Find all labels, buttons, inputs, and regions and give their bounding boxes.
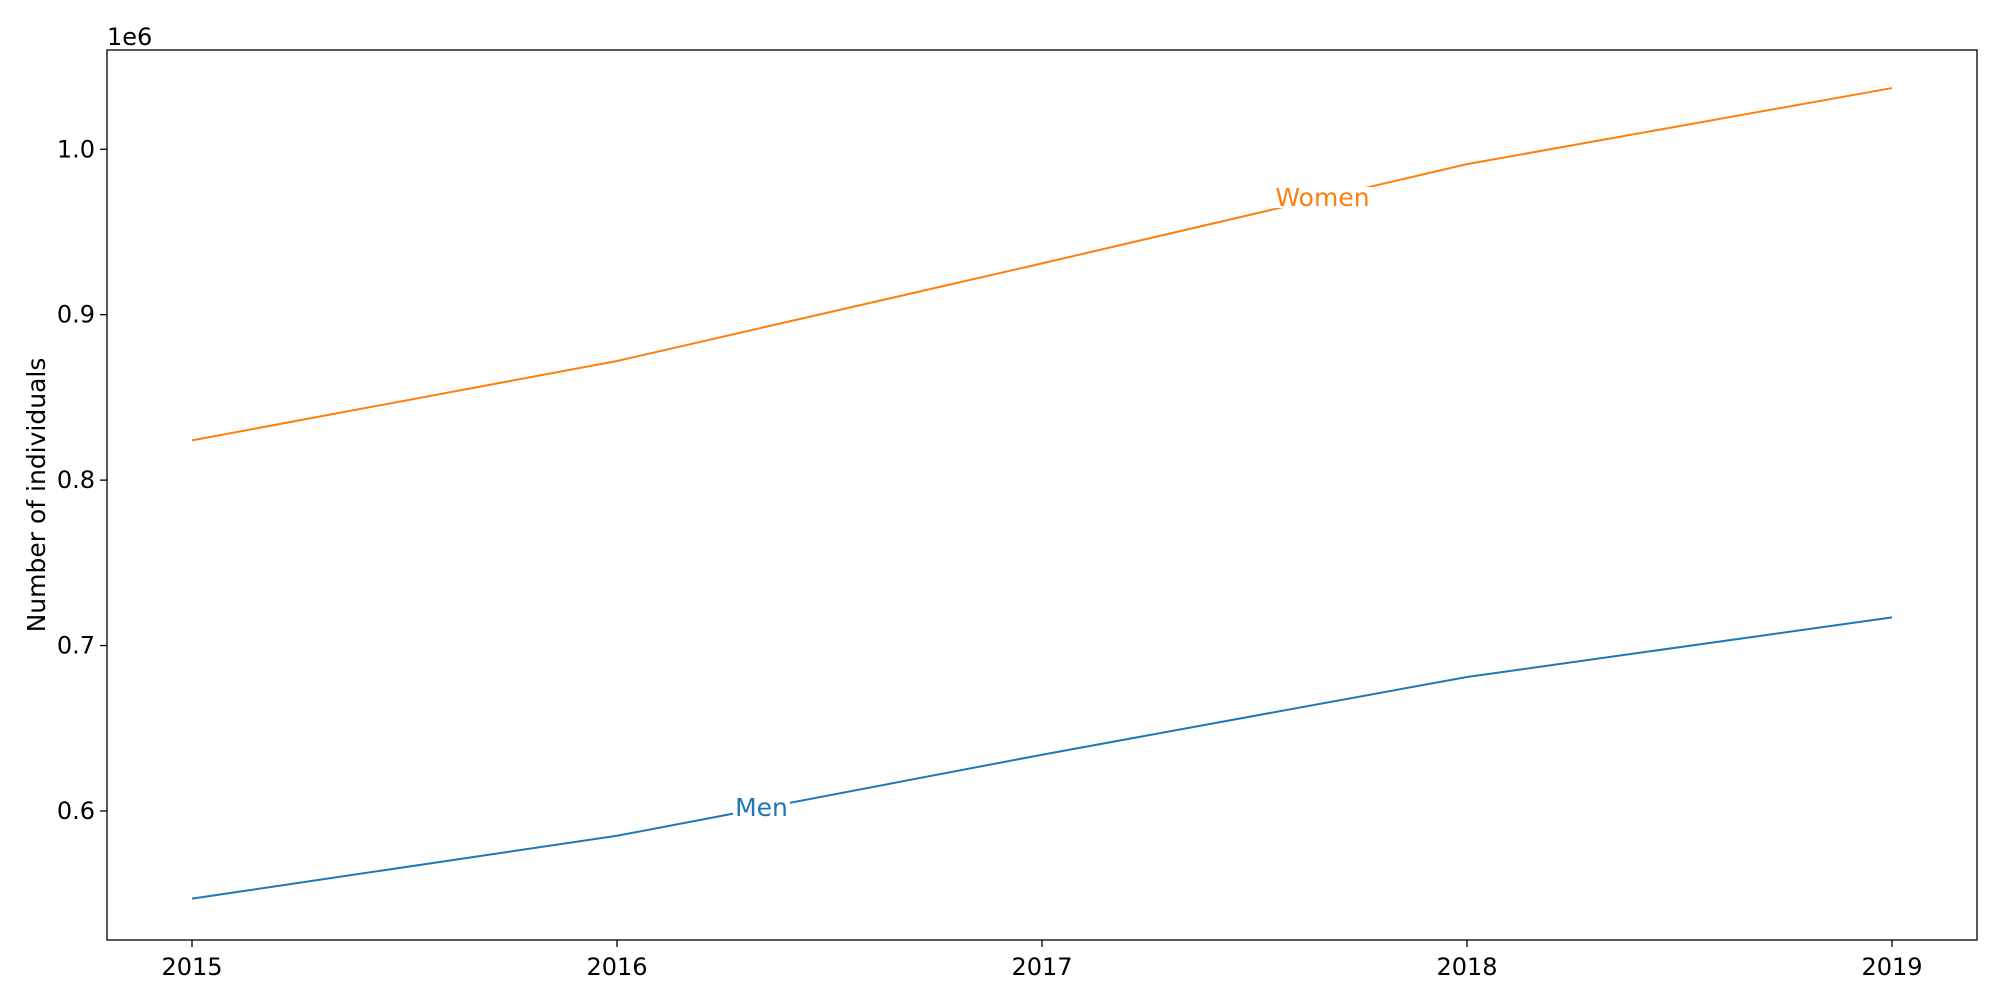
x-tick-label: 2018 (1436, 953, 1497, 981)
series-label-background (1273, 186, 1372, 208)
x-axis-ticks: 2015 2016 2017 2018 2019 (161, 940, 1923, 981)
x-tick-label: 2017 (1011, 953, 1072, 981)
y-axis-offset-label: 1e6 (107, 23, 152, 51)
x-tick-label: 2015 (161, 953, 222, 981)
y-tick-label: 0.7 (57, 632, 95, 660)
series-label-men: Men (735, 793, 788, 822)
series-line-men (191, 616, 1893, 900)
y-axis-label: Number of individuals (22, 358, 51, 633)
series-label-women: Women (1275, 183, 1369, 212)
x-tick-label: 2016 (586, 953, 647, 981)
y-tick-label: 0.8 (57, 466, 95, 494)
x-tick-label: 2019 (1861, 953, 1922, 981)
y-axis-ticks: 0.6 0.7 0.8 0.9 1.0 (57, 135, 107, 825)
series-labels-layer: Men Women (733, 183, 1372, 822)
series-line-women (191, 87, 1893, 442)
y-tick-label: 0.9 (57, 301, 95, 329)
series-label-background (733, 797, 790, 819)
series-layer (191, 87, 1893, 900)
y-tick-label: 1.0 (57, 135, 95, 163)
y-tick-label: 0.6 (57, 797, 95, 825)
